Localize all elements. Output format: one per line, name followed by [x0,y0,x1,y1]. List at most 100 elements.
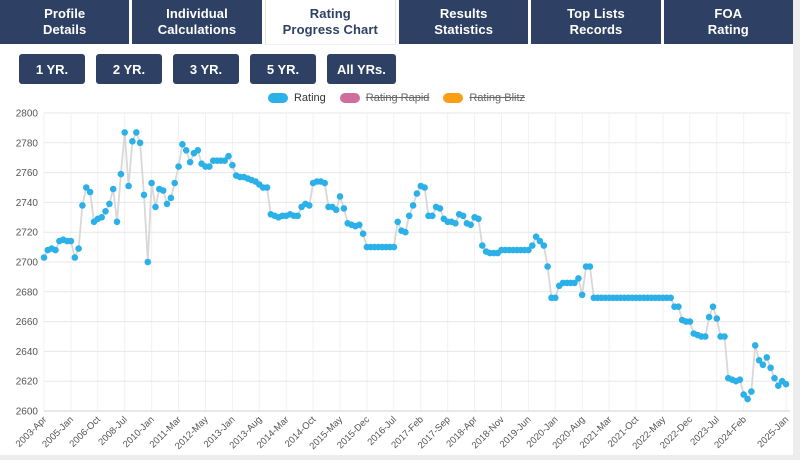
rating-data-point[interactable] [106,200,113,208]
rating-data-point[interactable] [179,141,186,148]
rating-data-point[interactable] [763,354,771,361]
rating-data-point[interactable] [721,333,728,340]
rating-data-point[interactable] [782,380,790,388]
rating-data-point[interactable] [159,187,167,194]
rating-data-point[interactable] [294,212,302,220]
rating-data-point[interactable] [571,279,578,287]
rating-data-point[interactable] [340,205,348,212]
rating-data-point[interactable] [121,129,128,136]
rating-data-point[interactable] [229,161,236,169]
rating-data-point[interactable] [544,263,551,270]
rating-data-point[interactable] [129,138,136,145]
rating-data-point[interactable] [586,263,594,270]
rating-data-point[interactable] [532,233,540,240]
tab-individual-calculations[interactable]: Individual Calculations [132,0,262,44]
rating-data-point[interactable] [775,382,782,390]
rating-data-point[interactable] [75,245,82,252]
rating-data-point[interactable] [40,254,48,261]
rating-data-point[interactable] [113,218,121,226]
rating-data-point[interactable] [751,342,759,349]
legend-item-rating-blitz[interactable]: Rating Blitz [443,92,525,104]
rating-data-point[interactable] [125,182,132,190]
tab-profile-details[interactable]: Profile Details [0,0,130,44]
legend-item-rating-rapid[interactable]: Rating Rapid [339,92,429,104]
tab-rating-progress-chart[interactable]: Rating Progress Chart [264,0,396,45]
rating-data-point[interactable] [133,129,140,136]
rating-data-point[interactable] [194,147,202,154]
rating-data-point[interactable] [709,303,717,311]
rating-data-point[interactable] [140,191,148,199]
rating-data-point[interactable] [79,202,86,209]
rating-data-point[interactable] [702,333,709,340]
tab-foa-rating[interactable]: FOA Rating [663,0,793,44]
rating-data-point[interactable] [117,170,125,178]
rating-data-point[interactable] [225,152,232,160]
rating-data-point[interactable] [529,242,536,249]
rating-data-point[interactable] [182,147,190,154]
tab-results-statistics[interactable]: Results Statistics [398,0,529,44]
rating-data-point[interactable] [52,246,59,254]
rating-series-markers[interactable] [40,129,790,403]
rating-data-point[interactable] [390,243,398,251]
rating-data-point[interactable] [744,395,751,403]
rating-data-point[interactable] [167,194,175,202]
rating-data-point[interactable] [575,275,582,282]
rating-data-point[interactable] [163,200,171,208]
rating-data-point[interactable] [332,206,340,214]
rating-data-point[interactable] [421,184,428,191]
rating-data-point[interactable] [713,315,721,322]
rating-data-point[interactable] [71,254,79,261]
rating-data-point[interactable] [452,220,459,227]
rating-data-point[interactable] [475,215,482,223]
rating-data-point[interactable] [102,208,109,215]
rating-data-point[interactable] [394,218,402,226]
rating-data-point[interactable] [263,184,271,191]
range-button-1yr[interactable]: 1 YR. [19,54,85,84]
rating-data-point[interactable] [359,230,367,237]
rating-data-point[interactable] [705,313,713,321]
rating-data-point[interactable] [306,202,313,209]
rating-data-point[interactable] [771,374,778,382]
range-button-all[interactable]: All YRs. [327,54,396,84]
rating-data-point[interactable] [755,357,763,364]
rating-data-point[interactable] [459,212,467,220]
rating-data-point[interactable] [405,212,413,220]
rating-data-point[interactable] [336,193,344,200]
rating-data-point[interactable] [148,179,155,187]
rating-data-point[interactable] [356,221,363,229]
rating-data-point[interactable] [552,294,559,302]
rating-data-point[interactable] [98,214,105,221]
rating-data-point[interactable] [175,163,182,170]
rating-data-point[interactable] [429,212,436,220]
rating-data-point[interactable] [667,294,674,302]
range-button-3yr[interactable]: 3 YR. [173,54,239,84]
rating-data-point[interactable] [578,291,586,299]
rating-data-point[interactable] [759,361,767,369]
rating-data-point[interactable] [152,203,159,211]
rating-data-point[interactable] [144,258,152,266]
rating-data-point[interactable] [479,242,486,249]
rating-data-point[interactable] [467,221,475,229]
rating-data-point[interactable] [536,237,544,245]
rating-data-point[interactable] [186,158,194,166]
legend-item-rating[interactable]: Rating [267,92,326,104]
rating-data-point[interactable] [675,303,682,311]
rating-data-point[interactable] [171,179,178,187]
rating-data-point[interactable] [740,391,747,398]
tab-top-lists-records[interactable]: Top Lists Records [531,0,661,44]
range-button-5yr[interactable]: 5 YR. [250,54,316,84]
rating-data-point[interactable] [136,139,144,147]
rating-data-point[interactable] [321,179,329,187]
rating-data-point[interactable] [767,364,774,372]
rating-data-point[interactable] [413,190,421,197]
rating-data-point[interactable] [409,202,417,209]
rating-data-point[interactable] [86,188,94,196]
rating-data-point[interactable] [736,376,744,384]
rating-data-point[interactable] [83,184,90,191]
rating-data-point[interactable] [748,388,755,395]
rating-data-point[interactable] [206,163,213,170]
rating-data-point[interactable] [436,205,444,212]
rating-data-point[interactable] [109,185,117,193]
range-button-2yr[interactable]: 2 YR. [96,54,162,84]
rating-data-point[interactable] [686,318,694,325]
